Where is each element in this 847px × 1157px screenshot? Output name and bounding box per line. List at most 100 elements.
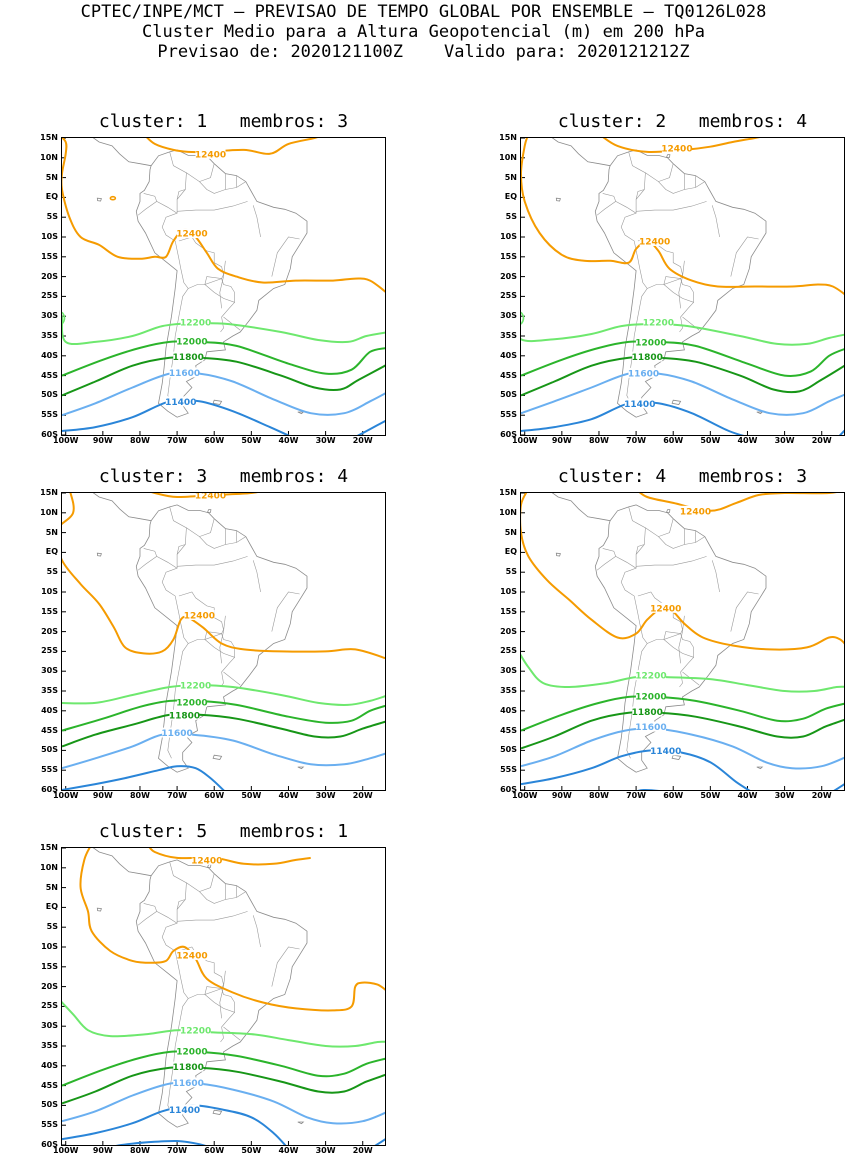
lon-tick-label: 70W bbox=[167, 791, 188, 800]
coastline bbox=[92, 848, 308, 1128]
contour-label: 11800 bbox=[632, 353, 663, 363]
lat-tick-label: 15N bbox=[499, 488, 517, 497]
lon-tick-label: 100W bbox=[511, 791, 538, 800]
contour-label: 12400 bbox=[639, 237, 670, 247]
lat-tick-label: 5S bbox=[46, 922, 58, 932]
lon-tick-label: 90W bbox=[92, 436, 113, 445]
country-borders bbox=[137, 861, 300, 1114]
contour-label: 12400 bbox=[195, 150, 226, 160]
lat-tick-label: 5S bbox=[505, 567, 517, 577]
contour-label-bg bbox=[195, 493, 226, 500]
contour-label: 12200 bbox=[635, 672, 666, 682]
lat-tick-label: 35S bbox=[41, 686, 58, 695]
lat-tick-label: 45S bbox=[41, 370, 58, 380]
lat-tick-label: 10S bbox=[41, 587, 58, 596]
panel-title: cluster: 5 membros: 1 bbox=[98, 821, 349, 842]
country-borders bbox=[596, 506, 759, 759]
lat-tick-label: 15N bbox=[40, 488, 58, 497]
lat-tick-label: 55S bbox=[41, 765, 58, 775]
lat-tick-label: 45S bbox=[41, 1080, 58, 1090]
contour-label-bg bbox=[635, 670, 666, 681]
axis-ticks bbox=[62, 493, 364, 790]
contour-11800 bbox=[62, 356, 385, 397]
coastline bbox=[551, 493, 767, 773]
contour-label: 11400 bbox=[165, 398, 196, 408]
lat-tick-label: 10N bbox=[499, 507, 517, 517]
lon-tick-label: 90W bbox=[551, 436, 572, 445]
panel-title: cluster: 2 membros: 4 bbox=[557, 111, 808, 132]
contour-label-bg bbox=[195, 148, 226, 159]
contour-label-bg bbox=[173, 1077, 204, 1088]
lon-tick-label: 80W bbox=[588, 791, 609, 800]
country-borders bbox=[137, 151, 300, 404]
contour-11600 bbox=[62, 371, 385, 417]
header-line-1: CPTEC/INPE/MCT — PREVISAO DE TEMPO GLOBA… bbox=[80, 2, 767, 22]
contour-label-bg bbox=[180, 680, 211, 691]
lon-tick-label: 80W bbox=[588, 436, 609, 445]
contour-label-bg bbox=[176, 949, 207, 960]
contour-label: 11600 bbox=[169, 369, 200, 379]
axis-ticks bbox=[521, 493, 823, 790]
contour-12200 bbox=[62, 316, 385, 346]
lat-tick-label: 45S bbox=[41, 725, 58, 735]
lat-tick-label: 5N bbox=[45, 882, 58, 892]
contour-label: 12000 bbox=[176, 337, 207, 347]
lat-tick-label: 5N bbox=[45, 172, 58, 182]
contour-label-bg bbox=[635, 721, 666, 732]
contour-12200 bbox=[521, 653, 844, 693]
lat-tick-label: 50S bbox=[41, 745, 58, 755]
lat-tick-label: 35S bbox=[41, 1041, 58, 1050]
contour-label: 11600 bbox=[628, 369, 659, 379]
contour-11800 bbox=[521, 711, 844, 750]
lon-tick-label: 30W bbox=[315, 791, 336, 800]
lat-tick-label: 5S bbox=[46, 567, 58, 577]
lat-tick-label: 25S bbox=[41, 646, 58, 656]
contour-label-bg bbox=[632, 706, 663, 717]
lon-tick-label: 40W bbox=[278, 436, 299, 445]
lat-tick-label: 30S bbox=[41, 1021, 58, 1031]
contour-label-bg bbox=[680, 505, 711, 516]
lat-tick-label: 25S bbox=[500, 646, 517, 656]
lon-tick-label: 90W bbox=[92, 791, 113, 800]
lon-tick-label: 20W bbox=[352, 1146, 373, 1155]
contour-label: 12200 bbox=[180, 319, 211, 329]
contour-label-bg bbox=[176, 1045, 207, 1056]
contour-label: 11800 bbox=[632, 708, 663, 718]
contour-11400 bbox=[833, 783, 844, 790]
lat-tick-label: 25S bbox=[41, 1001, 58, 1011]
contour-label-bg bbox=[180, 317, 211, 328]
country-borders bbox=[596, 151, 759, 404]
lon-tick-label: 50W bbox=[700, 436, 721, 445]
lat-tick-label: 60S bbox=[41, 430, 58, 439]
contour-label: 12400 bbox=[176, 951, 207, 961]
lat-tick-label: 50S bbox=[500, 390, 517, 400]
contour-label: 12400 bbox=[191, 856, 222, 866]
lat-tick-label: 10S bbox=[41, 232, 58, 241]
contour-label-bg bbox=[165, 396, 196, 407]
contour-12400 bbox=[638, 493, 838, 512]
lon-tick-label: 80W bbox=[129, 436, 150, 445]
lat-tick-label: 10S bbox=[500, 232, 517, 241]
contour-label: 11400 bbox=[169, 1106, 200, 1116]
lon-tick-label: 70W bbox=[167, 1146, 188, 1155]
lat-tick-label: EQ bbox=[45, 192, 58, 202]
lon-tick-label: 40W bbox=[278, 791, 299, 800]
lon-tick-label: 50W bbox=[241, 1146, 262, 1155]
lat-tick-label: 25S bbox=[41, 291, 58, 301]
contour-label: 11800 bbox=[173, 353, 204, 363]
contour-label: 12000 bbox=[635, 692, 666, 702]
lon-tick-label: 60W bbox=[663, 791, 684, 800]
lat-tick-label: 40S bbox=[41, 705, 58, 715]
header-line-2: Cluster Medio para a Altura Geopotencial… bbox=[142, 22, 705, 42]
lat-tick-label: 15S bbox=[500, 251, 517, 261]
lat-tick-label: 60S bbox=[500, 430, 517, 439]
contour-label: 12400 bbox=[661, 144, 692, 154]
header-line-3: Previsao de: 2020121100Z Valido para: 20… bbox=[157, 42, 690, 62]
lat-tick-label: 45S bbox=[500, 725, 517, 735]
lon-tick-label: 100W bbox=[52, 791, 79, 800]
lat-tick-label: EQ bbox=[45, 902, 58, 912]
lat-tick-label: 20S bbox=[41, 271, 58, 281]
map-canvas: 12400 12400 12200 12000 11800 11600 11400 bbox=[62, 138, 385, 435]
contour-11600 bbox=[521, 371, 844, 416]
lon-tick-label: 70W bbox=[626, 791, 647, 800]
